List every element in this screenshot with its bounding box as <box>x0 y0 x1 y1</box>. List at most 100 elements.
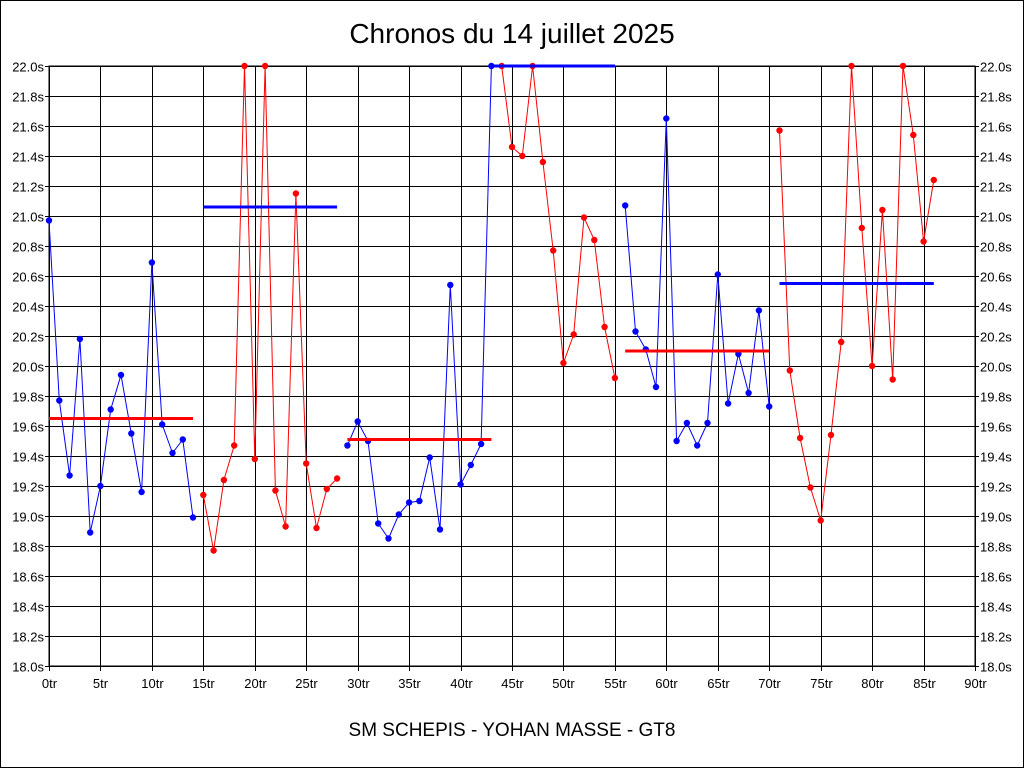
lap-point <box>395 511 402 518</box>
x-tick-label: 60tr <box>655 676 678 691</box>
stint-line <box>202 65 338 551</box>
lap-point <box>838 338 845 346</box>
y-tick-label-left: 20.4s <box>12 300 44 315</box>
lap-point <box>241 62 248 70</box>
y-tick-label-right: 19.2s <box>980 480 1012 495</box>
lap-point <box>807 484 814 491</box>
y-tick-label-left: 21.0s <box>12 210 44 225</box>
stint-line <box>501 65 616 379</box>
lap-point <box>570 331 577 338</box>
y-tick-label-left: 22.0s <box>12 60 44 75</box>
lap-point <box>477 440 485 448</box>
lap-point <box>179 436 186 443</box>
y-tick-label-right: 20.2s <box>980 330 1012 345</box>
lap-point <box>622 202 629 209</box>
lap-point <box>261 62 269 70</box>
y-tick-label-left: 19.8s <box>12 390 44 405</box>
chart-title: Chronos du 14 juillet 2025 <box>349 18 675 49</box>
x-tick-label: 0tr <box>42 676 58 691</box>
lap-point <box>344 442 351 449</box>
lap-point <box>189 514 197 521</box>
lap-point <box>272 487 279 494</box>
lap-point <box>755 307 763 314</box>
lap-point <box>45 217 53 224</box>
lap-point <box>457 481 464 488</box>
y-tick-label-right: 18.8s <box>980 540 1012 555</box>
lap-point <box>539 158 547 166</box>
x-tick-label: 50tr <box>552 676 575 691</box>
y-tick-label-right: 19.0s <box>980 510 1012 525</box>
lap-point <box>879 206 886 214</box>
lap-point <box>930 176 937 184</box>
stint-6 <box>776 62 937 524</box>
y-tick-label-left: 20.8s <box>12 240 44 255</box>
y-tick-label-left: 21.8s <box>12 90 44 105</box>
y-tick-label-right: 19.6s <box>980 420 1012 435</box>
lap-point <box>323 485 330 493</box>
grid-lines <box>45 65 979 671</box>
y-tick-label-right: 18.0s <box>980 660 1012 675</box>
lap-point <box>117 371 125 379</box>
x-tick-label: 80tr <box>861 676 884 691</box>
y-tick-label-right: 20.8s <box>980 240 1012 255</box>
lap-point <box>899 62 907 70</box>
y-tick-label-left: 19.6s <box>12 420 44 435</box>
lap-point <box>354 418 361 425</box>
lap-point <box>138 488 145 496</box>
lap-point <box>436 526 444 533</box>
lap-point <box>56 397 63 404</box>
y-tick-label-right: 18.4s <box>980 600 1012 615</box>
stint-1 <box>45 217 197 536</box>
y-tick-label-left: 21.4s <box>12 150 44 165</box>
lap-point <box>405 499 413 506</box>
lap-point <box>652 383 660 391</box>
lap-point <box>776 127 783 134</box>
lap-point <box>683 419 691 427</box>
y-tick-label-left: 18.4s <box>12 600 44 615</box>
lap-point <box>796 434 804 442</box>
x-tick-label: 25tr <box>295 676 318 691</box>
y-tick-label-left: 19.4s <box>12 450 44 465</box>
lap-point <box>66 472 73 479</box>
y-tick-label-right: 21.8s <box>980 90 1012 105</box>
lap-point <box>858 224 865 232</box>
x-tick-label: 20tr <box>244 676 267 691</box>
lap-point <box>508 143 516 151</box>
lap-point <box>724 400 732 407</box>
y-tick-label-right: 20.0s <box>980 360 1012 375</box>
lap-point <box>673 437 680 445</box>
x-tick-label: 90tr <box>964 676 987 691</box>
lap-point <box>550 247 557 254</box>
y-tick-label-left: 20.6s <box>12 270 44 285</box>
y-tick-label-left: 18.2s <box>12 630 44 645</box>
lap-point <box>200 491 207 499</box>
lap-point <box>580 214 588 221</box>
stint-4 <box>491 62 619 382</box>
y-tick-label-right: 21.2s <box>980 180 1012 195</box>
lap-point <box>920 238 927 245</box>
lap-point <box>694 442 701 449</box>
x-tick-label: 85tr <box>913 676 936 691</box>
lap-point <box>375 520 382 527</box>
lap-point <box>97 482 104 490</box>
x-tick-label: 5tr <box>93 676 109 691</box>
lap-point <box>148 259 156 266</box>
x-tick-label: 45tr <box>501 676 524 691</box>
y-tick-label-right: 20.4s <box>980 300 1012 315</box>
y-tick-label-left: 20.2s <box>12 330 44 345</box>
lap-point <box>447 281 454 289</box>
y-tick-label-right: 21.6s <box>980 120 1012 135</box>
lap-point <box>601 323 608 331</box>
lap-point <box>76 335 84 343</box>
x-tick-label: 55tr <box>604 676 627 691</box>
lap-point <box>910 131 917 139</box>
x-tick-label: 75tr <box>810 676 833 691</box>
x-tick-label: 35tr <box>398 676 421 691</box>
chart-subtitle: SM SCHEPIS - YOHAN MASSE - GT8 <box>348 720 676 741</box>
lap-point <box>251 455 258 463</box>
y-tick-label-right: 22.0s <box>980 60 1012 75</box>
lap-point <box>663 115 670 122</box>
y-tick-label-left: 19.0s <box>12 510 44 525</box>
y-tick-label-right: 19.4s <box>980 450 1012 465</box>
